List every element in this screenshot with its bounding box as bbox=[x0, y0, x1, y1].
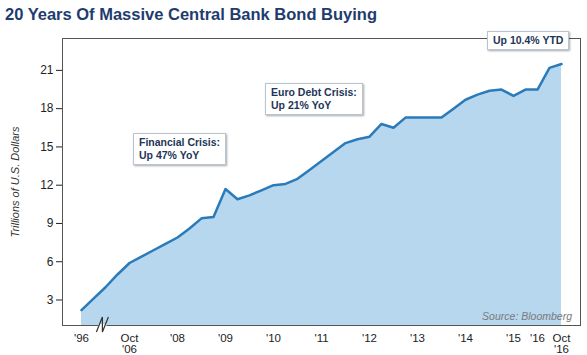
html-text:Source: Bloomberg: Source: Bloomberg bbox=[482, 310, 572, 322]
html-text:Up 10.4% YTD: Up 10.4% YTD bbox=[493, 33, 564, 46]
html-text:20 Years Of Massive Central Ba: 20 Years Of Massive Central Bank Bond Bu… bbox=[5, 5, 377, 23]
svg-text:15: 15 bbox=[40, 140, 54, 154]
svg-text:9: 9 bbox=[47, 216, 54, 230]
html-text:Euro Debt Crisis: Up 21% YoY: Euro Debt Crisis: Up 21% YoY bbox=[271, 86, 357, 112]
svg-text:6: 6 bbox=[47, 255, 54, 269]
svg-text:'96: '96 bbox=[74, 332, 89, 344]
html-text:Trillions of U.S. Dollars: Trillions of U.S. Dollars bbox=[9, 126, 21, 237]
svg-text:'14: '14 bbox=[458, 332, 474, 344]
svg-text:12: 12 bbox=[40, 178, 54, 192]
svg-text:'10: '10 bbox=[266, 332, 281, 344]
svg-text:Oct'16: Oct'16 bbox=[553, 332, 572, 355]
svg-text:'09: '09 bbox=[218, 332, 233, 344]
svg-text:'13: '13 bbox=[410, 332, 425, 344]
html-text:Financial Crisis: Up 47% YoY: Financial Crisis: Up 47% YoY bbox=[139, 135, 221, 161]
svg-text:21: 21 bbox=[40, 63, 54, 77]
svg-text:18: 18 bbox=[40, 101, 54, 115]
svg-text:'16: '16 bbox=[530, 332, 545, 344]
svg-text:'11: '11 bbox=[314, 332, 328, 344]
svg-text:'08: '08 bbox=[170, 332, 185, 344]
svg-text:'12: '12 bbox=[362, 332, 377, 344]
svg-text:Oct'06: Oct'06 bbox=[121, 332, 140, 355]
svg-text:'15: '15 bbox=[506, 332, 521, 344]
svg-text:3: 3 bbox=[47, 293, 54, 307]
